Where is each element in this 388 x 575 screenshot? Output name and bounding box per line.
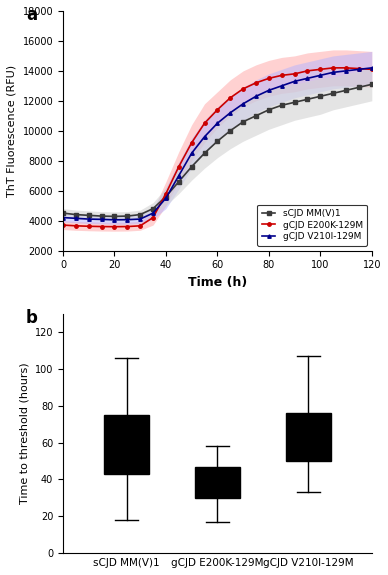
gCJD E200K-129M bbox=[215, 106, 220, 113]
sCJD MM(V)1 bbox=[202, 150, 207, 156]
gCJD E200K-129M bbox=[202, 120, 207, 126]
gCJD E200K-129M bbox=[177, 163, 181, 170]
gCJD E200K-129M bbox=[254, 79, 258, 86]
gCJD V210I-129M bbox=[369, 64, 374, 71]
Y-axis label: ThT Fluorescence (RFU): ThT Fluorescence (RFU) bbox=[7, 64, 17, 197]
sCJD MM(V)1 bbox=[138, 211, 142, 218]
gCJD E200K-129M bbox=[267, 75, 271, 82]
sCJD MM(V)1 bbox=[228, 127, 232, 134]
gCJD V210I-129M bbox=[318, 72, 323, 79]
sCJD MM(V)1 bbox=[87, 212, 91, 218]
gCJD E200K-129M bbox=[87, 223, 91, 229]
gCJD E200K-129M bbox=[151, 214, 155, 221]
gCJD E200K-129M bbox=[61, 221, 65, 228]
sCJD MM(V)1 bbox=[61, 210, 65, 217]
gCJD E200K-129M bbox=[305, 67, 310, 74]
sCJD MM(V)1 bbox=[369, 81, 374, 88]
gCJD V210I-129M bbox=[241, 101, 246, 108]
sCJD MM(V)1 bbox=[344, 87, 348, 94]
Y-axis label: Time to threshold (hours): Time to threshold (hours) bbox=[19, 363, 29, 504]
gCJD V210I-129M bbox=[279, 82, 284, 89]
gCJD E200K-129M bbox=[331, 64, 336, 71]
sCJD MM(V)1 bbox=[292, 99, 297, 106]
sCJD MM(V)1 bbox=[267, 106, 271, 113]
gCJD V210I-129M bbox=[189, 150, 194, 156]
gCJD E200K-129M bbox=[292, 70, 297, 77]
sCJD MM(V)1 bbox=[279, 102, 284, 109]
PathPatch shape bbox=[195, 466, 240, 498]
gCJD V210I-129M bbox=[331, 69, 336, 76]
gCJD E200K-129M bbox=[369, 66, 374, 73]
sCJD MM(V)1 bbox=[357, 84, 361, 91]
sCJD MM(V)1 bbox=[177, 178, 181, 185]
gCJD E200K-129M bbox=[357, 65, 361, 72]
gCJD V210I-129M bbox=[112, 216, 117, 223]
gCJD V210I-129M bbox=[177, 172, 181, 179]
gCJD E200K-129M bbox=[112, 223, 117, 230]
Text: a: a bbox=[26, 6, 37, 24]
PathPatch shape bbox=[104, 415, 149, 474]
gCJD E200K-129M bbox=[344, 64, 348, 71]
gCJD V210I-129M bbox=[254, 93, 258, 99]
sCJD MM(V)1 bbox=[112, 213, 117, 220]
gCJD E200K-129M bbox=[228, 94, 232, 101]
sCJD MM(V)1 bbox=[73, 211, 78, 218]
gCJD E200K-129M bbox=[189, 139, 194, 146]
gCJD V210I-129M bbox=[125, 216, 130, 223]
gCJD V210I-129M bbox=[215, 120, 220, 126]
sCJD MM(V)1 bbox=[164, 193, 168, 200]
gCJD V210I-129M bbox=[164, 195, 168, 202]
Line: sCJD MM(V)1: sCJD MM(V)1 bbox=[61, 83, 374, 218]
sCJD MM(V)1 bbox=[254, 112, 258, 119]
Line: gCJD E200K-129M: gCJD E200K-129M bbox=[61, 66, 374, 228]
sCJD MM(V)1 bbox=[318, 93, 323, 99]
gCJD V210I-129M bbox=[267, 87, 271, 94]
sCJD MM(V)1 bbox=[189, 163, 194, 170]
gCJD E200K-129M bbox=[279, 72, 284, 79]
gCJD V210I-129M bbox=[138, 216, 142, 223]
gCJD V210I-129M bbox=[344, 67, 348, 74]
PathPatch shape bbox=[286, 413, 331, 461]
sCJD MM(V)1 bbox=[305, 96, 310, 103]
sCJD MM(V)1 bbox=[151, 205, 155, 212]
gCJD E200K-129M bbox=[241, 85, 246, 92]
gCJD E200K-129M bbox=[164, 190, 168, 197]
sCJD MM(V)1 bbox=[125, 213, 130, 220]
Legend: sCJD MM(V)1, gCJD E200K-129M, gCJD V210I-129M: sCJD MM(V)1, gCJD E200K-129M, gCJD V210I… bbox=[257, 205, 367, 246]
gCJD V210I-129M bbox=[357, 66, 361, 73]
gCJD V210I-129M bbox=[99, 216, 104, 223]
gCJD E200K-129M bbox=[125, 223, 130, 230]
gCJD V210I-129M bbox=[151, 210, 155, 217]
gCJD V210I-129M bbox=[292, 78, 297, 85]
gCJD E200K-129M bbox=[318, 66, 323, 73]
gCJD V210I-129M bbox=[202, 133, 207, 140]
gCJD V210I-129M bbox=[73, 215, 78, 222]
gCJD V210I-129M bbox=[305, 75, 310, 82]
gCJD E200K-129M bbox=[99, 223, 104, 230]
gCJD V210I-129M bbox=[228, 109, 232, 116]
sCJD MM(V)1 bbox=[99, 213, 104, 220]
sCJD MM(V)1 bbox=[241, 118, 246, 125]
gCJD V210I-129M bbox=[87, 216, 91, 223]
X-axis label: Time (h): Time (h) bbox=[188, 276, 247, 289]
gCJD V210I-129M bbox=[61, 214, 65, 221]
sCJD MM(V)1 bbox=[215, 138, 220, 145]
Text: b: b bbox=[26, 309, 38, 327]
gCJD E200K-129M bbox=[138, 223, 142, 229]
gCJD E200K-129M bbox=[73, 223, 78, 229]
sCJD MM(V)1 bbox=[331, 90, 336, 97]
Line: gCJD V210I-129M: gCJD V210I-129M bbox=[61, 66, 374, 221]
